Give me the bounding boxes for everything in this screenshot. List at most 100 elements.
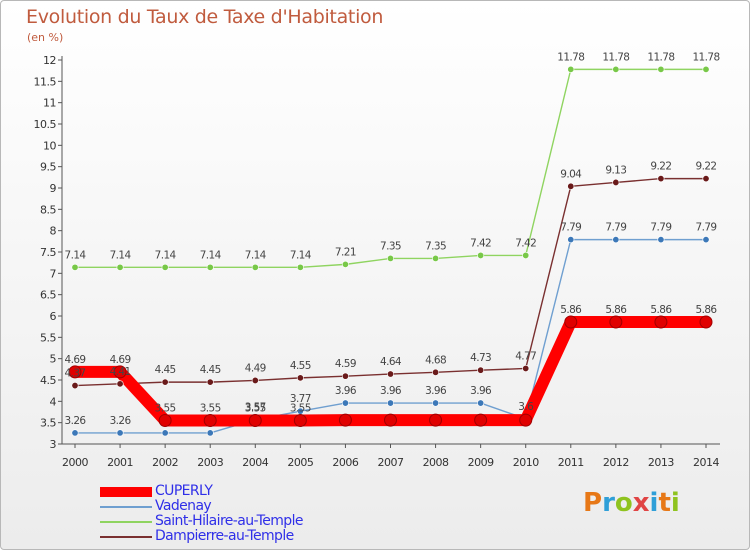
data-point xyxy=(567,65,575,73)
data-label: 4.45 xyxy=(200,364,221,376)
data-label: 3.57 xyxy=(245,402,266,414)
data-point xyxy=(386,399,394,407)
data-point xyxy=(702,65,710,73)
x-tick-label: 2005 xyxy=(287,456,313,469)
data-label: 11.78 xyxy=(647,51,674,63)
legend-label: Dampierre-au-Temple xyxy=(155,528,294,544)
data-point xyxy=(341,399,349,407)
data-point xyxy=(113,365,127,379)
legend-swatch xyxy=(100,521,152,523)
data-point xyxy=(341,372,349,380)
y-tick-label: 3.5 xyxy=(40,417,56,430)
data-label: 7.35 xyxy=(425,240,446,252)
data-label: 3.96 xyxy=(335,385,357,397)
data-label: 7.79 xyxy=(560,222,581,234)
data-label: 7.79 xyxy=(650,222,671,234)
x-tick-label: 2003 xyxy=(197,456,223,469)
legend-swatch xyxy=(100,536,152,538)
data-label: 9.22 xyxy=(650,161,671,173)
logo-letter: r xyxy=(602,488,615,518)
data-label: 7.35 xyxy=(380,240,401,252)
logo-letter: t xyxy=(658,488,671,518)
x-tick-label: 2012 xyxy=(603,456,629,469)
data-point xyxy=(519,413,533,427)
data-point xyxy=(432,254,440,262)
data-point xyxy=(477,399,485,407)
data-point xyxy=(251,263,259,271)
data-point xyxy=(477,366,485,374)
x-tick-label: 2006 xyxy=(332,456,358,469)
y-tick-label: 8.5 xyxy=(40,203,56,216)
y-tick-label: 5 xyxy=(50,353,57,366)
data-label: 4.69 xyxy=(110,354,131,366)
data-point xyxy=(522,364,530,372)
data-label: 9.13 xyxy=(605,164,626,176)
data-label: 3.55 xyxy=(155,403,176,415)
data-point xyxy=(654,315,668,329)
data-label: 3.55 xyxy=(200,403,221,415)
legend-label: CUPERLY xyxy=(155,483,213,499)
data-point xyxy=(612,236,620,244)
legend-label: Saint-Hilaire-au-Temple xyxy=(155,513,304,529)
data-point xyxy=(203,414,217,428)
y-tick-label: 11.5 xyxy=(34,75,57,88)
data-point xyxy=(609,315,623,329)
data-label: 5.86 xyxy=(605,304,627,316)
data-label: 4.59 xyxy=(335,358,356,370)
data-label: 4.55 xyxy=(290,360,311,372)
data-label: 5.86 xyxy=(696,304,718,316)
data-label: 3.55 xyxy=(290,403,311,415)
proxiti-logo: Proxiti xyxy=(583,488,680,518)
y-tick-label: 11 xyxy=(43,97,56,110)
data-label: 7.14 xyxy=(200,249,222,261)
data-label: 11.78 xyxy=(557,51,584,63)
data-point xyxy=(699,315,713,329)
chart-title: Evolution du Taux de Taxe d'Habitation xyxy=(26,6,384,28)
y-tick-label: 10 xyxy=(43,139,56,152)
data-label: 4.45 xyxy=(155,364,176,376)
data-label: 4.69 xyxy=(65,354,86,366)
data-point xyxy=(206,429,214,437)
data-label: 9.04 xyxy=(560,168,582,180)
x-tick-label: 2007 xyxy=(378,456,404,469)
data-label: 11.78 xyxy=(692,51,719,63)
data-point xyxy=(477,251,485,259)
data-point xyxy=(158,414,172,428)
data-point xyxy=(68,365,82,379)
legend-swatch xyxy=(100,506,152,508)
logo-letter: i xyxy=(670,488,680,518)
data-label: 4.73 xyxy=(470,352,491,364)
legend-label: Vadenay xyxy=(155,498,212,514)
data-point xyxy=(612,178,620,186)
data-point xyxy=(338,413,352,427)
y-tick-label: 8 xyxy=(50,225,57,238)
x-tick-label: 2008 xyxy=(423,456,449,469)
y-tick-label: 9.5 xyxy=(40,161,56,174)
data-point xyxy=(657,175,665,183)
x-tick-label: 2013 xyxy=(648,456,674,469)
y-tick-label: 4.5 xyxy=(40,374,56,387)
data-point xyxy=(206,378,214,386)
chart-subtitle: (en %) xyxy=(27,31,64,44)
data-label: 7.14 xyxy=(110,249,132,261)
data-point xyxy=(474,413,488,427)
data-label: 4.68 xyxy=(425,354,446,366)
y-tick-label: 3 xyxy=(50,438,57,451)
series-line-dampierre-au-temple xyxy=(74,177,707,387)
data-label: 4.37 xyxy=(65,368,86,380)
data-point xyxy=(161,263,169,271)
data-label: 5.86 xyxy=(560,304,582,316)
y-tick-label: 5.5 xyxy=(40,331,56,344)
y-tick-label: 9 xyxy=(50,182,57,195)
data-point xyxy=(522,251,530,259)
data-point xyxy=(702,175,710,183)
data-label: 3.6 xyxy=(518,401,534,413)
x-tick-label: 2004 xyxy=(242,456,268,469)
data-label: 7.79 xyxy=(605,222,626,234)
data-point xyxy=(564,315,578,329)
data-label: 7.42 xyxy=(470,237,491,249)
data-point xyxy=(432,399,440,407)
data-point xyxy=(386,254,394,262)
data-label: 3.96 xyxy=(425,385,447,397)
data-label: 3.96 xyxy=(470,385,492,397)
